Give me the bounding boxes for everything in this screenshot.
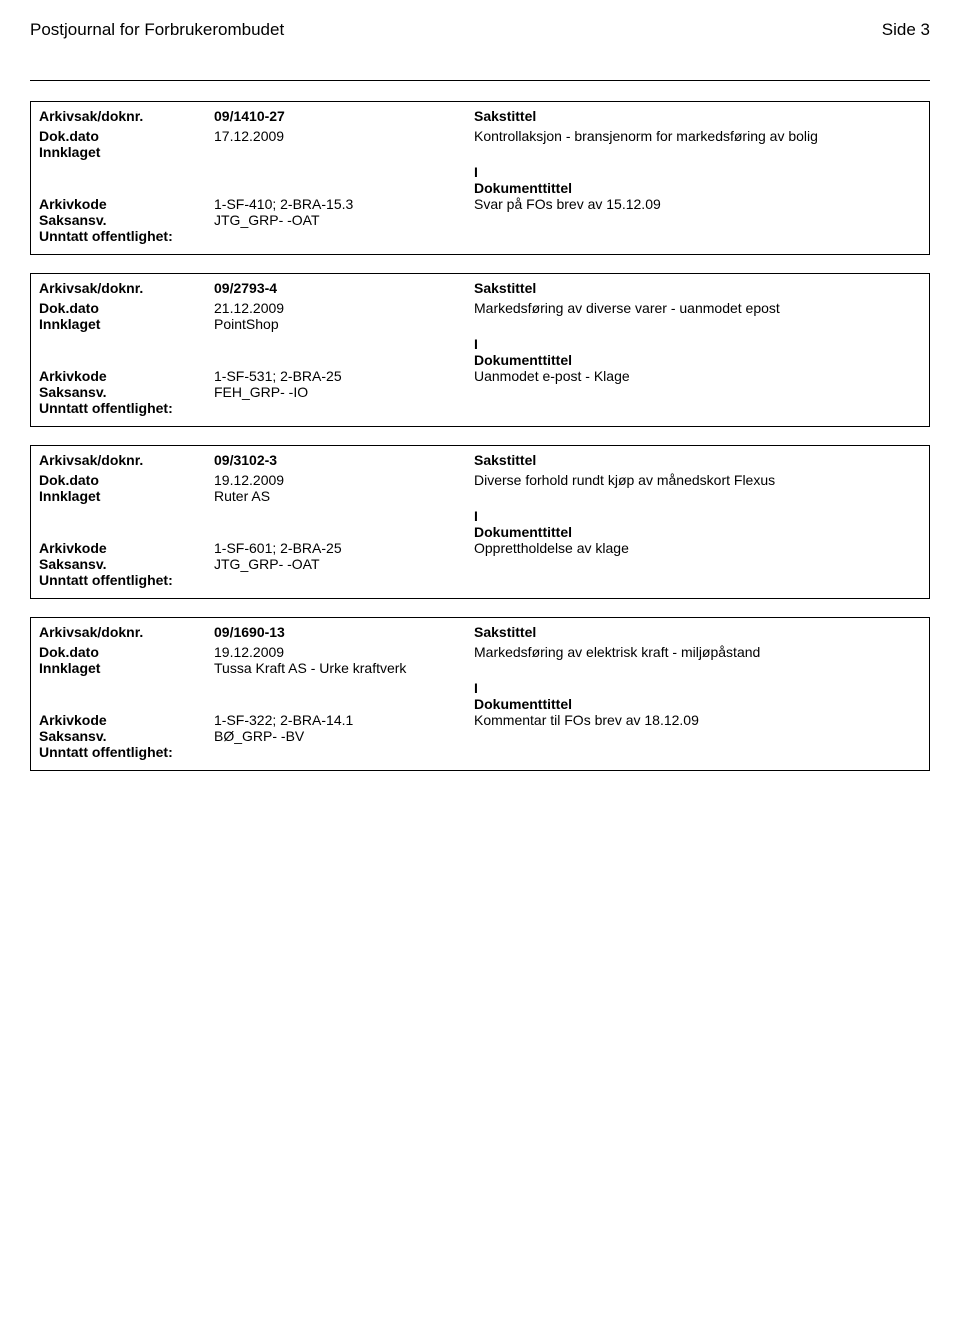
sakstittel-label: Sakstittel [474,452,921,468]
dokdato-label: Dok.dato [39,644,214,660]
saksansv-value: JTG_GRP- -OAT [214,212,474,228]
arkivsak-value: 09/3102-3 [214,452,277,468]
dokdato-label: Dok.dato [39,128,214,144]
dokdato-value: 19.12.2009 [214,472,474,488]
journal-entry: Arkivsak/doknr. 09/3102-3 Sakstittel Dok… [30,445,930,599]
dokumenttittel-text: Kommentar til FOs brev av 18.12.09 [474,712,921,728]
unntatt-label: Unntatt offentlighet: [39,572,173,588]
saksansv-value: JTG_GRP- -OAT [214,556,474,572]
arkivkode-value: 1-SF-410; 2-BRA-15.3 [214,196,474,212]
page-number: Side 3 [882,20,930,40]
saksansv-value: FEH_GRP- -IO [214,384,474,400]
doc-type: I [474,680,478,696]
sakstittel-text: Diverse forhold rundt kjøp av månedskort… [474,472,921,488]
arkivsak-label: Arkivsak/doknr. [39,108,214,124]
innklaget-label: Innklaget [39,660,214,676]
sakstittel-label: Sakstittel [474,280,921,296]
dokumenttittel-label: Dokumenttittel [474,696,921,712]
journal-title: Postjournal for Forbrukerombudet [30,20,284,40]
arkivsak-label: Arkivsak/doknr. [39,624,214,640]
header-divider [30,80,930,81]
arkivkode-label: Arkivkode [39,540,214,556]
saksansv-label: Saksansv. [39,384,214,400]
saksansv-label: Saksansv. [39,212,214,228]
journal-entry: Arkivsak/doknr. 09/1690-13 Sakstittel Do… [30,617,930,771]
dokumenttittel-label: Dokumenttittel [474,524,921,540]
dokdato-value: 19.12.2009 [214,644,474,660]
sakstittel-text: Markedsføring av diverse varer - uanmode… [474,300,921,316]
arkivsak-label: Arkivsak/doknr. [39,280,214,296]
sakstittel-text: Markedsføring av elektrisk kraft - miljø… [474,644,921,660]
arkivsak-value: 09/1690-13 [214,624,285,640]
dokumenttittel-text: Opprettholdelse av klage [474,540,921,556]
sakstittel-text: Kontrollaksjon - bransjenorm for markeds… [474,128,921,144]
saksansv-label: Saksansv. [39,728,214,744]
arkivkode-value: 1-SF-531; 2-BRA-25 [214,368,474,384]
dokumenttittel-label: Dokumenttittel [474,180,921,196]
saksansv-label: Saksansv. [39,556,214,572]
innklaget-value: Tussa Kraft AS - Urke kraftverk [214,660,474,676]
doc-type: I [474,164,478,180]
dokumenttittel-label: Dokumenttittel [474,352,921,368]
unntatt-label: Unntatt offentlighet: [39,744,173,760]
journal-entry: Arkivsak/doknr. 09/2793-4 Sakstittel Dok… [30,273,930,427]
sakstittel-label: Sakstittel [474,624,921,640]
innklaget-label: Innklaget [39,316,214,332]
dokdato-label: Dok.dato [39,472,214,488]
arkivsak-value: 09/2793-4 [214,280,277,296]
dokdato-label: Dok.dato [39,300,214,316]
arkivsak-label: Arkivsak/doknr. [39,452,214,468]
unntatt-label: Unntatt offentlighet: [39,400,173,416]
page-header: Postjournal for Forbrukerombudet Side 3 [30,20,930,40]
innklaget-label: Innklaget [39,144,214,160]
innklaget-value: PointShop [214,316,474,332]
dokumenttittel-text: Uanmodet e-post - Klage [474,368,921,384]
doc-type: I [474,508,478,524]
innklaget-value: Ruter AS [214,488,474,504]
arkivkode-label: Arkivkode [39,196,214,212]
arkivkode-label: Arkivkode [39,712,214,728]
unntatt-label: Unntatt offentlighet: [39,228,173,244]
innklaget-label: Innklaget [39,488,214,504]
saksansv-value: BØ_GRP- -BV [214,728,474,744]
dokdato-value: 21.12.2009 [214,300,474,316]
sakstittel-label: Sakstittel [474,108,921,124]
arkivkode-value: 1-SF-601; 2-BRA-25 [214,540,474,556]
arkivsak-value: 09/1410-27 [214,108,285,124]
dokumenttittel-text: Svar på FOs brev av 15.12.09 [474,196,921,212]
doc-type: I [474,336,478,352]
journal-entry: Arkivsak/doknr. 09/1410-27 Sakstittel Do… [30,101,930,255]
arkivkode-label: Arkivkode [39,368,214,384]
dokdato-value: 17.12.2009 [214,128,474,144]
arkivkode-value: 1-SF-322; 2-BRA-14.1 [214,712,474,728]
